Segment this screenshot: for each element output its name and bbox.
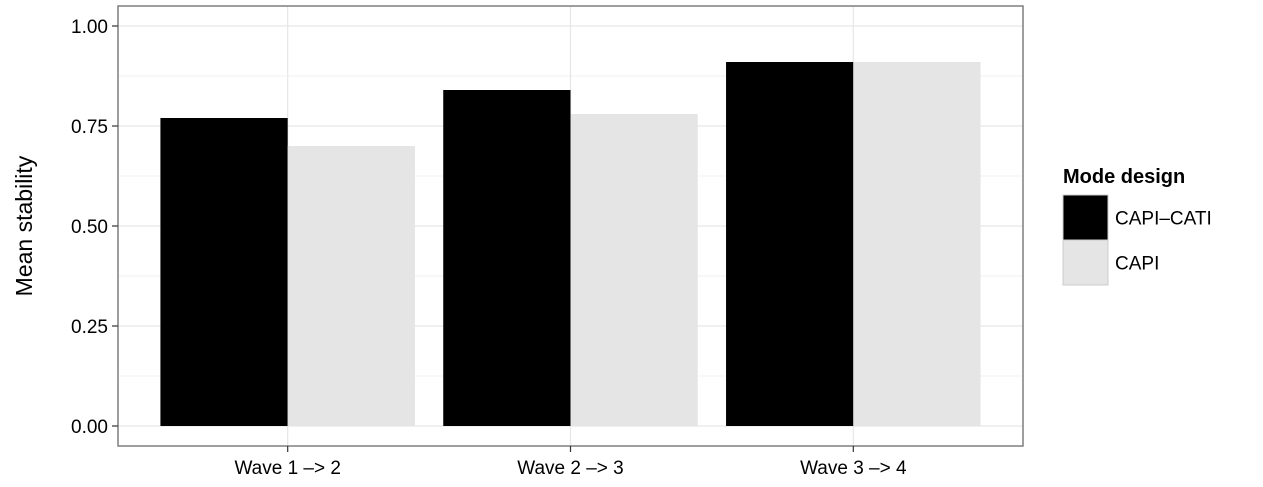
legend-label: CAPI: [1115, 254, 1159, 275]
bar: [570, 114, 698, 426]
bar: [443, 90, 571, 426]
y-axis-title: Mean stability: [11, 155, 37, 296]
y-tick-label: 0.00: [71, 417, 108, 438]
bar: [287, 146, 415, 426]
x-tick-label: Wave 2 –> 3: [517, 458, 624, 479]
x-axis: Wave 1 –> 2 Wave 2 –> 3 Wave 3 –> 4: [234, 446, 907, 479]
legend-key-swatch: [1063, 195, 1108, 240]
bars: [160, 62, 981, 426]
y-tick-label: 0.75: [71, 117, 108, 138]
y-tick-label: 1.00: [71, 17, 108, 38]
legend-title: Mode design: [1063, 166, 1185, 188]
y-tick-label: 0.50: [71, 217, 108, 238]
y-axis: 0.00 0.25 0.50 0.75 1.00: [71, 17, 118, 438]
legend: Mode design CAPI–CATI CAPI: [1062, 166, 1212, 286]
legend-label: CAPI–CATI: [1115, 209, 1212, 230]
legend-key-swatch: [1063, 240, 1108, 285]
x-tick-label: Wave 1 –> 2: [234, 458, 341, 479]
y-tick-label: 0.25: [71, 317, 108, 338]
bar: [853, 62, 981, 426]
x-tick-label: Wave 3 –> 4: [800, 458, 907, 479]
bar: [726, 62, 854, 426]
bar: [160, 118, 288, 426]
